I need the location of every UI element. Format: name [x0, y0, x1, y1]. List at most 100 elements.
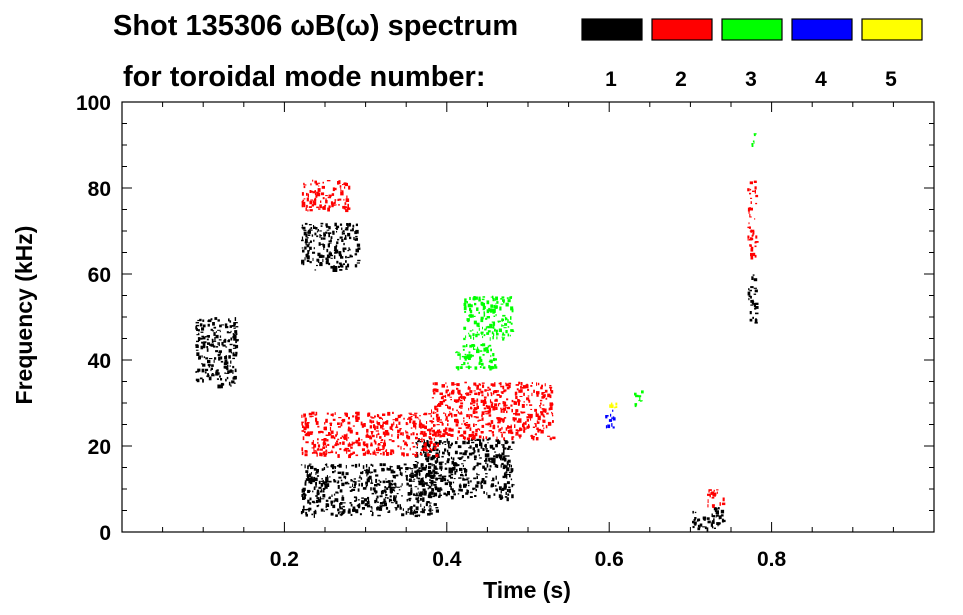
- spectral-pixel: [371, 506, 373, 510]
- spectral-pixel: [225, 366, 228, 370]
- spectral-pixel: [429, 447, 432, 451]
- spectral-pixel: [410, 487, 413, 490]
- spectral-pixel: [337, 265, 341, 268]
- spectral-pixel: [518, 434, 522, 438]
- spectral-pixel: [399, 471, 402, 476]
- spectral-pixel: [342, 502, 346, 504]
- spectral-pixel: [202, 378, 204, 383]
- spectral-pixel: [354, 500, 357, 502]
- spectral-pixel: [308, 477, 311, 482]
- spectral-pixel: [460, 474, 464, 477]
- spectral-pixel: [448, 493, 450, 496]
- spectral-pixel: [489, 359, 493, 362]
- spectral-pixel: [375, 454, 377, 456]
- spectral-pixel: [327, 196, 330, 199]
- spectral-pixel: [505, 465, 508, 469]
- spectral-pixel: [505, 471, 508, 473]
- spectral-pixel: [488, 457, 490, 462]
- spectral-pixel: [483, 491, 485, 494]
- spectral-pixel: [498, 454, 502, 457]
- spectral-pixel: [507, 333, 510, 337]
- spectral-pixel: [305, 441, 309, 444]
- spectral-pixel: [385, 421, 389, 425]
- spectral-pixel: [392, 486, 395, 489]
- spectral-pixel: [456, 366, 460, 369]
- spectral-pixel: [537, 430, 540, 433]
- spectral-pixel: [504, 317, 507, 321]
- spectral-pixel: [709, 493, 711, 498]
- spectral-pixel: [410, 468, 414, 470]
- spectral-pixel: [377, 446, 380, 450]
- spectral-pixel: [509, 429, 513, 433]
- spectral-pixel: [713, 489, 715, 492]
- mode-3-feature-4: [751, 133, 757, 147]
- spectral-pixel: [388, 439, 392, 441]
- spectral-pixel: [552, 436, 556, 440]
- spectral-pixel: [350, 453, 352, 456]
- spectral-pixel: [488, 365, 491, 369]
- spectral-pixel: [341, 231, 343, 235]
- spectral-pixel: [361, 448, 365, 452]
- spectral-pixel: [313, 443, 317, 448]
- spectral-pixel: [501, 408, 505, 411]
- spectral-pixel: [235, 332, 238, 334]
- spectral-pixel: [313, 239, 315, 242]
- spectral-pixel: [207, 335, 210, 337]
- spectral-pixel: [414, 454, 418, 457]
- spectral-pixel: [337, 508, 340, 512]
- spectral-pixel: [415, 426, 417, 430]
- spectral-pixel: [464, 451, 467, 456]
- spectral-pixel: [408, 497, 412, 500]
- spectral-pixel: [753, 142, 755, 144]
- spectral-pixel: [711, 526, 714, 529]
- spectral-pixel: [474, 432, 478, 437]
- spectral-pixel: [493, 493, 496, 496]
- spectral-pixel: [381, 439, 384, 441]
- spectral-pixel: [541, 396, 544, 399]
- spectral-pixel: [222, 344, 226, 347]
- spectral-pixel: [352, 425, 355, 427]
- spectral-pixel: [397, 445, 400, 448]
- spectral-pixel: [234, 322, 238, 324]
- spectral-pixel: [321, 478, 323, 480]
- spectral-pixel: [323, 467, 326, 471]
- spectral-pixel: [450, 476, 453, 479]
- spectral-pixel: [508, 471, 512, 474]
- spectral-pixel: [387, 411, 391, 416]
- spectral-pixel: [304, 417, 306, 422]
- spectral-pixel: [430, 456, 434, 461]
- spectral-pixel: [483, 396, 487, 399]
- spectral-pixel: [433, 455, 436, 459]
- spectral-pixel: [417, 440, 419, 443]
- spectral-pixel: [349, 248, 351, 251]
- spectral-pixel: [233, 344, 236, 347]
- spectral-pixel: [349, 427, 352, 430]
- spectral-pixel: [489, 461, 492, 463]
- spectral-pixel: [541, 384, 543, 388]
- spectral-pixel: [223, 362, 228, 366]
- spectral-pixel: [306, 424, 310, 429]
- spectral-pixel: [316, 230, 318, 233]
- spectral-pixel: [440, 468, 442, 471]
- spectral-pixel: [336, 225, 340, 229]
- spectral-pixel: [439, 440, 442, 444]
- spectral-pixel: [376, 420, 378, 424]
- spectral-pixel: [511, 436, 514, 441]
- spectral-pixel: [412, 422, 415, 425]
- spectral-pixel: [447, 419, 449, 422]
- spectral-pixel: [366, 443, 369, 448]
- spectral-pixel: [230, 384, 232, 387]
- spectral-pixel: [476, 476, 478, 479]
- spectral-pixel: [451, 497, 454, 500]
- spectral-pixel: [446, 385, 448, 388]
- spectral-pixel: [456, 409, 458, 412]
- spectral-pixel: [502, 299, 505, 302]
- spectral-pixel: [711, 521, 715, 524]
- spectral-pixel: [202, 336, 206, 340]
- spectral-pixel: [345, 260, 347, 263]
- spectral-pixel: [477, 391, 480, 396]
- spectral-pixel: [337, 426, 341, 428]
- spectral-pixel: [493, 304, 496, 309]
- spectral-pixel: [338, 251, 342, 255]
- spectral-pixel: [334, 444, 338, 447]
